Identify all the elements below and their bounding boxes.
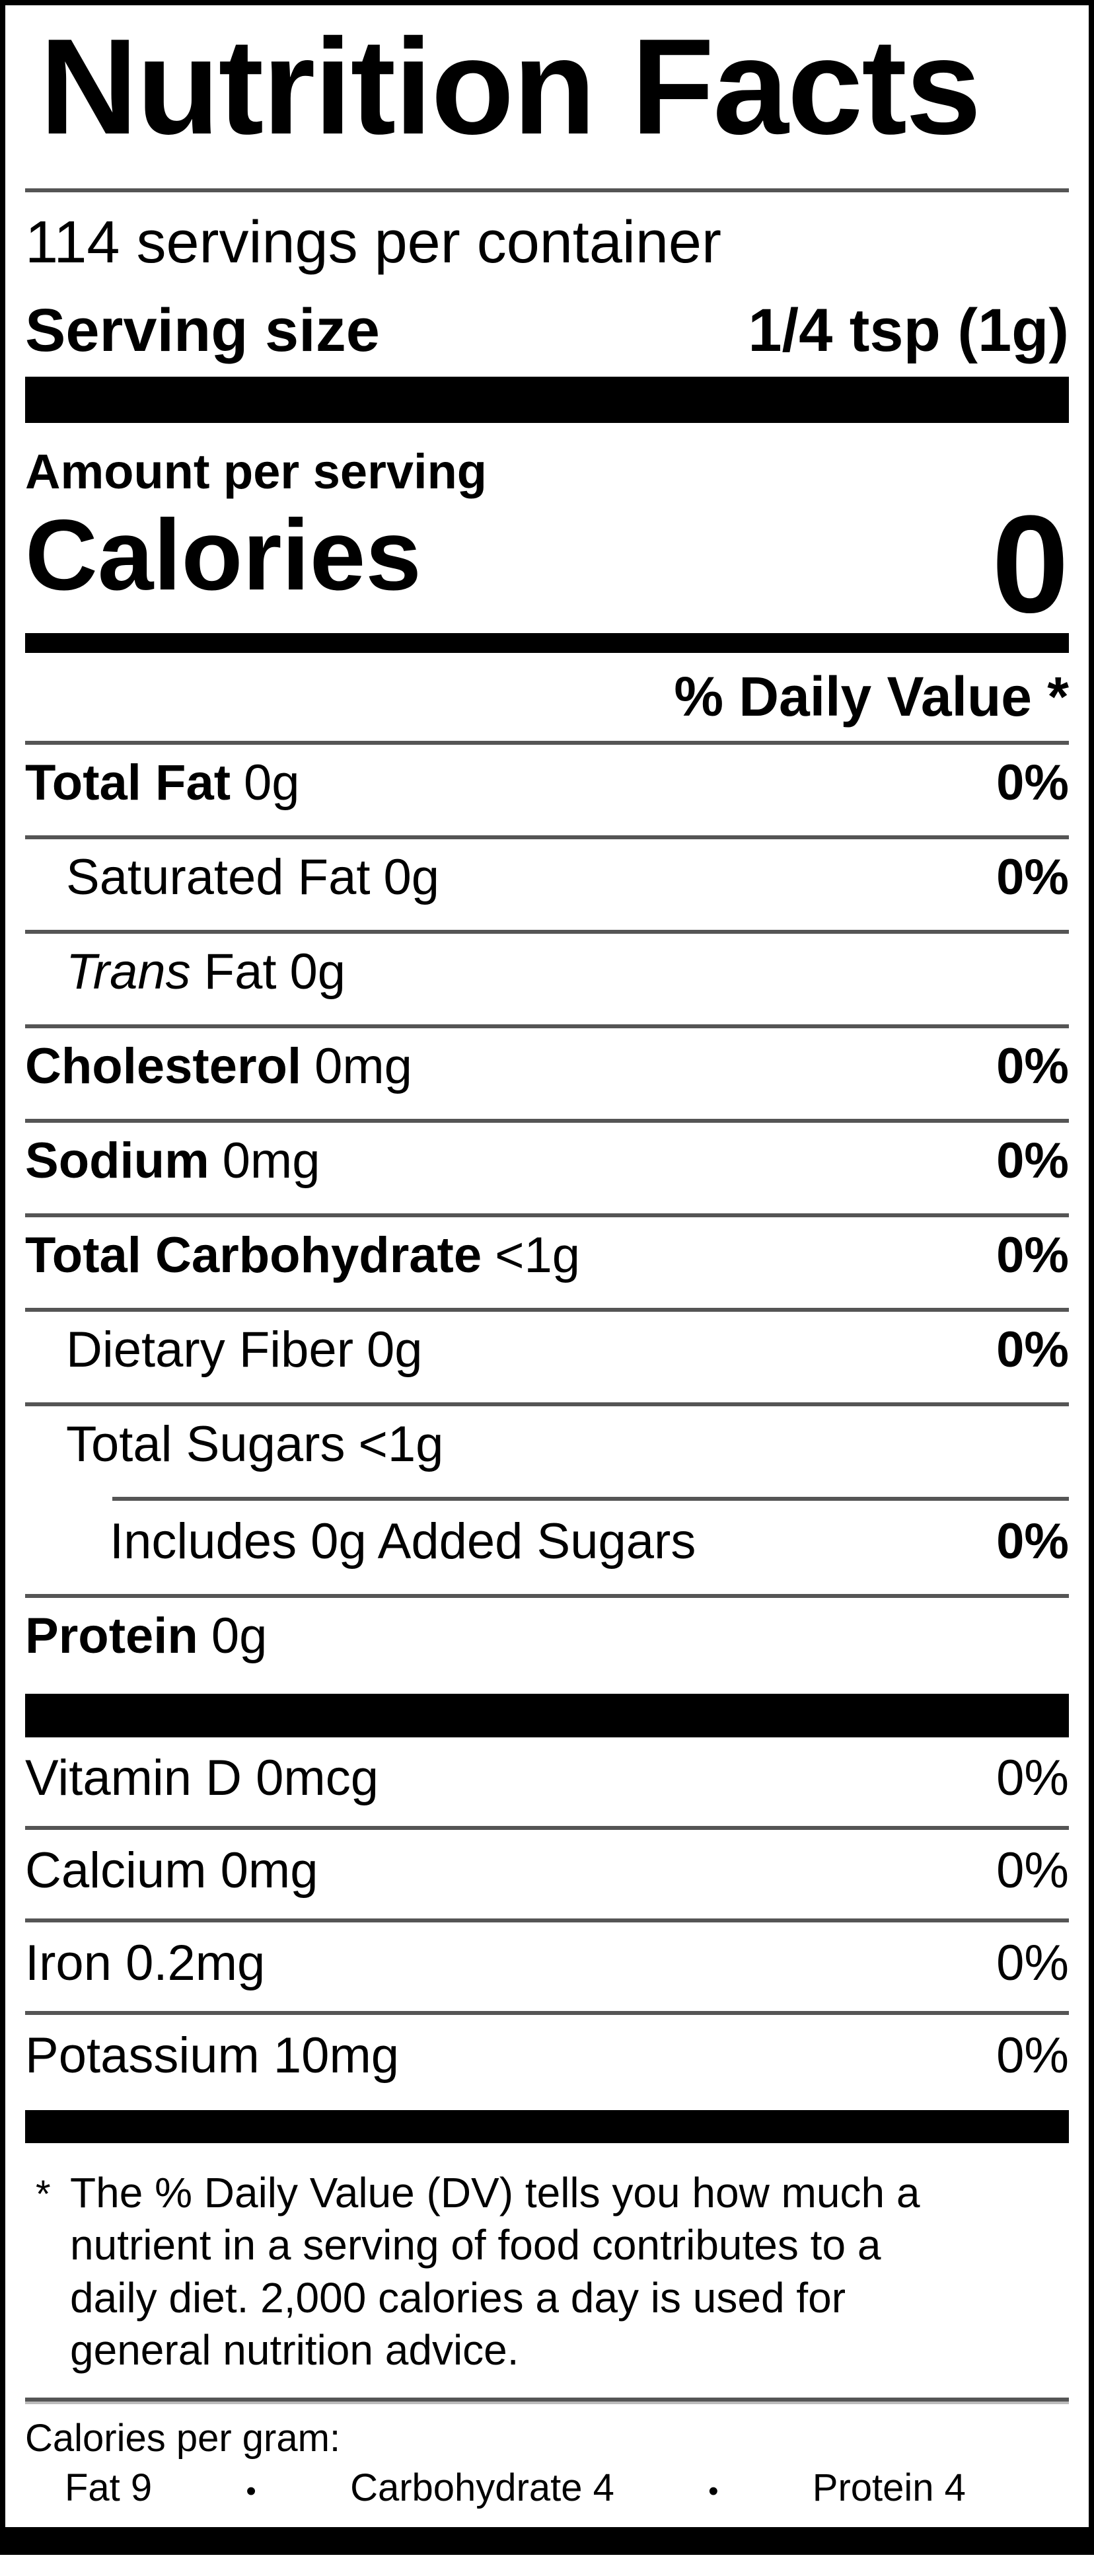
nutrient-row-protein: Protein 0g (25, 1598, 1069, 1688)
nutrient-name-italic: Trans (66, 943, 191, 1000)
serving-size-label: Serving size (25, 296, 380, 364)
nutrient-name: Dietary Fiber (66, 1321, 353, 1378)
nutrient-name: Total Fat (25, 754, 231, 811)
nutrient-amount: <1g (358, 1416, 444, 1472)
daily-value-percent: 0% (996, 2027, 1069, 2084)
nutrient-name: Total Sugars (66, 1416, 346, 1472)
nutrient-row-added-sugars: Includes 0g Added Sugars 0% (25, 1496, 1069, 1598)
nutrient-name: Saturated Fat (66, 849, 371, 905)
nutrient-amount: 0g (367, 1321, 423, 1378)
nutrient-row-saturated-fat: Saturated Fat 0g 0% (25, 839, 1069, 934)
daily-value-percent: 0% (996, 754, 1069, 811)
nutrient-row-sodium: Sodium 0mg 0% (25, 1123, 1069, 1217)
nutrient-amount: 0g (289, 943, 346, 1000)
nutrient-name: Includes 0g Added Sugars (110, 1513, 696, 1570)
daily-value-percent: 0% (996, 1934, 1069, 1991)
cpg-item-fat: Fat 9 (65, 2466, 153, 2509)
nutrient-row-total-sugars: Total Sugars <1g (25, 1406, 1069, 1497)
nutrient-amount: 0g (383, 849, 440, 905)
daily-value-percent: 0% (996, 1749, 1069, 1806)
nutrient-amount: 0mg (222, 1132, 320, 1189)
calories-label: Calories (25, 498, 421, 611)
serving-divider-bar (25, 377, 1069, 424)
nutrient-row-cholesterol: Cholesterol 0mg 0% (25, 1028, 1069, 1123)
calories-value: 0 (992, 486, 1069, 642)
nutrient-name: Fat (203, 943, 277, 1000)
footnote-section: * The % Daily Value (DV) tells you how m… (25, 2167, 1069, 2376)
nutrient-amount: 0g (244, 754, 300, 811)
nutrient-name: Calcium 0mg (25, 1842, 318, 1899)
daily-value-percent: 0% (996, 1513, 1069, 1570)
title-divider (25, 188, 1069, 192)
bottom-margin (0, 2555, 1094, 2576)
nutrient-row-dietary-fiber: Dietary Fiber 0g 0% (25, 1312, 1069, 1406)
daily-value-percent: 0% (996, 1038, 1069, 1094)
daily-value-header: % Daily Value * (25, 653, 1069, 745)
daily-value-percent: 0% (996, 1227, 1069, 1283)
micronutrient-row-vitamin-d: Vitamin D 0mcg 0% (25, 1737, 1069, 1830)
nutrient-name: Sodium (25, 1132, 209, 1189)
nutrient-name: Protein (25, 1607, 198, 1664)
calories-per-gram-label: Calories per gram: (25, 2417, 341, 2460)
nutrient-name: Iron 0.2mg (25, 1934, 266, 1991)
nutrient-name: Total Carbohydrate (25, 1227, 482, 1283)
nutrient-name: Cholesterol (25, 1038, 302, 1094)
cpg-item-protein: Protein 4 (812, 2466, 966, 2509)
calories-per-gram-divider (25, 2398, 1069, 2402)
servings-per-container: 114 servings per container (25, 209, 721, 276)
micronutrient-row-potassium: Potassium 10mg 0% (25, 2015, 1069, 2103)
calories-per-gram-row: Fat 9 • Carbohydrate 4 • Protein 4 (25, 2464, 1069, 2513)
daily-value-percent: 0% (996, 1321, 1069, 1378)
daily-value-percent: 0% (996, 1132, 1069, 1189)
micronutrient-row-iron: Iron 0.2mg 0% (25, 1922, 1069, 2015)
serving-size-row: Serving size 1/4 tsp (1g) (25, 291, 1069, 371)
footnote-marker: * (36, 2172, 51, 2216)
footnote-text: The % Daily Value (DV) tells you how muc… (70, 2168, 920, 2374)
label-title: Nutrition Facts (40, 11, 981, 163)
bullet-separator: • (708, 2474, 719, 2507)
nutrient-amount: <1g (495, 1227, 581, 1283)
nutrient-amount: 0g (211, 1607, 268, 1664)
bottom-border-bar (0, 2527, 1094, 2555)
nutrient-row-total-fat: Total Fat 0g 0% (25, 745, 1069, 839)
nutrient-name: Potassium 10mg (25, 2027, 400, 2084)
bullet-separator: • (246, 2474, 256, 2507)
calories-row: Calories 0 (25, 486, 1069, 642)
calories-divider-bar (25, 632, 1069, 653)
amount-per-serving-label: Amount per serving (25, 444, 487, 500)
nutrient-row-total-carbohydrate: Total Carbohydrate <1g 0% (25, 1217, 1069, 1312)
nutrient-name: Vitamin D 0mcg (25, 1749, 379, 1806)
protein-divider-bar (25, 1693, 1069, 1737)
serving-size-value: 1/4 tsp (1g) (748, 296, 1069, 364)
micronutrient-row-calcium: Calcium 0mg 0% (25, 1830, 1069, 1922)
daily-value-percent: 0% (996, 849, 1069, 905)
added-sugars-partial-rule (112, 1496, 1069, 1501)
daily-value-percent: 0% (996, 1842, 1069, 1899)
nutrient-row-trans-fat: Trans Fat 0g (25, 934, 1069, 1028)
cpg-item-carbohydrate: Carbohydrate 4 (350, 2466, 614, 2509)
nutrient-amount: 0mg (314, 1038, 412, 1094)
micronutrient-divider-bar (25, 2109, 1069, 2143)
